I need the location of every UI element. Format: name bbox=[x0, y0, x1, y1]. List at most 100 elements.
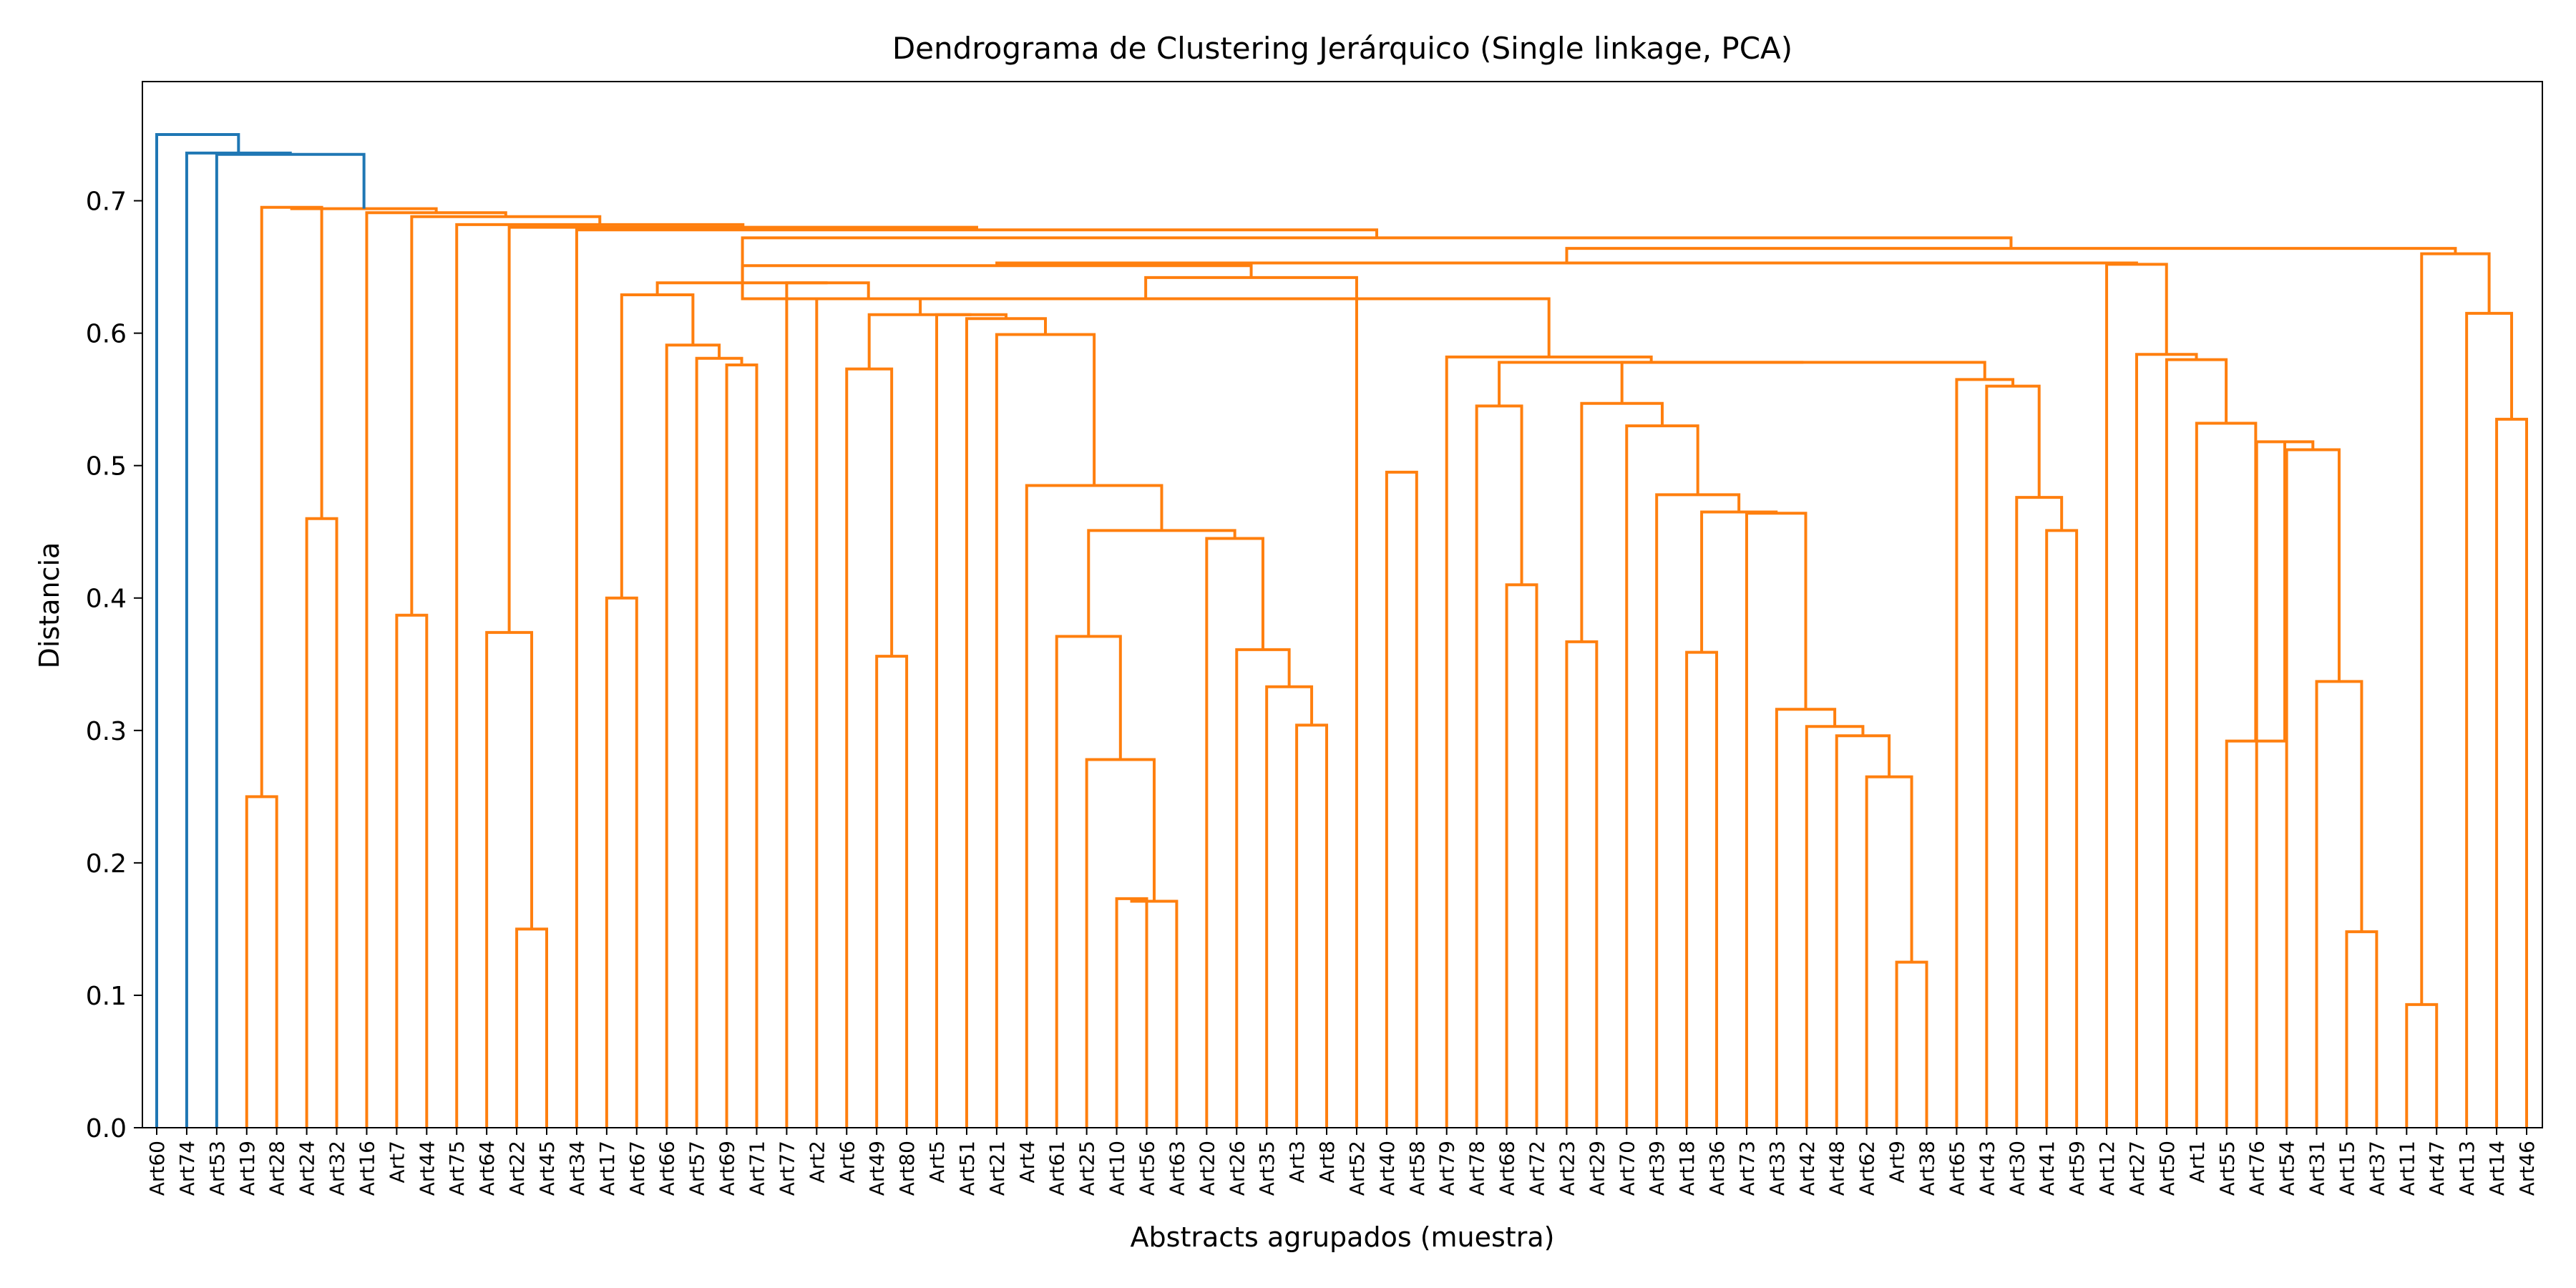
dendrogram-link-c16 bbox=[1085, 758, 1156, 1128]
dendrogram-link-c34 bbox=[1565, 640, 1599, 1128]
dendrogram-link-c11 bbox=[620, 293, 695, 598]
y-tick-label: 0.0 bbox=[86, 1114, 127, 1143]
leaf-label-art43: Art43 bbox=[1975, 1141, 1999, 1196]
dendrogram-link-c20 bbox=[1235, 648, 1291, 1128]
leaf-label-art46: Art46 bbox=[2515, 1141, 2539, 1196]
y-tick-label: 0.6 bbox=[86, 320, 127, 349]
leaf-label-art5: Art5 bbox=[925, 1141, 949, 1183]
dendrogram-link-c35 bbox=[1685, 650, 1719, 1128]
dendrogram-link-c31 bbox=[1385, 470, 1418, 1128]
dendrogram-link-c58 bbox=[2285, 448, 2341, 1128]
leaf-label-art73: Art73 bbox=[1735, 1141, 1759, 1196]
leaf-label-art67: Art67 bbox=[625, 1141, 649, 1196]
leaf-label-art52: Art52 bbox=[1345, 1141, 1369, 1196]
y-tick-label: 0.4 bbox=[86, 585, 127, 614]
leaf-label-art9: Art9 bbox=[1885, 1141, 1909, 1183]
leaf-label-art3: Art3 bbox=[1285, 1141, 1309, 1183]
leaf-label-art34: Art34 bbox=[565, 1141, 589, 1196]
dendrogram-link-c43 bbox=[1655, 493, 1741, 1128]
leaf-label-art7: Art7 bbox=[385, 1141, 409, 1183]
leaf-label-art74: Art74 bbox=[175, 1141, 199, 1196]
leaf-label-art18: Art18 bbox=[1675, 1141, 1699, 1196]
dendrogram-link-c68 bbox=[2465, 311, 2514, 1128]
leaf-label-art48: Art48 bbox=[1825, 1141, 1849, 1196]
leaf-label-art30: Art30 bbox=[2005, 1141, 2029, 1196]
dendrogram-link-c14 bbox=[1115, 897, 1148, 1128]
y-tick-label: 0.2 bbox=[86, 849, 127, 879]
dendrogram-link-c28 bbox=[815, 297, 922, 1128]
leaf-label-art64: Art64 bbox=[475, 1141, 499, 1196]
dendrogram-link-c79 bbox=[185, 151, 292, 1128]
dendrogram-link-c77 bbox=[290, 207, 438, 213]
leaf-label-art6: Art6 bbox=[835, 1141, 859, 1183]
dendrogram-link-c1 bbox=[245, 795, 278, 1128]
dendrogram-link-c5 bbox=[515, 927, 549, 1128]
leaf-label-art25: Art25 bbox=[1075, 1141, 1099, 1196]
leaf-label-art47: Art47 bbox=[2425, 1141, 2449, 1196]
dendrogram-link-c69 bbox=[2420, 252, 2491, 1005]
leaf-label-art70: Art70 bbox=[1615, 1141, 1639, 1196]
leaf-label-art20: Art20 bbox=[1195, 1141, 1219, 1196]
dendrogram-link-c52 bbox=[1445, 355, 1653, 1128]
leaf-label-art45: Art45 bbox=[535, 1141, 559, 1196]
dendrogram-link-c8 bbox=[725, 364, 758, 1128]
leaf-label-art79: Art79 bbox=[1435, 1141, 1459, 1196]
leaf-label-art42: Art42 bbox=[1795, 1141, 1819, 1196]
dendrogram-link-c62 bbox=[2165, 358, 2228, 1128]
leaf-label-art29: Art29 bbox=[1585, 1141, 1609, 1196]
leaf-label-art17: Art17 bbox=[595, 1141, 619, 1196]
leaf-label-art38: Art38 bbox=[1916, 1141, 1939, 1196]
leaf-label-art78: Art78 bbox=[1465, 1141, 1489, 1196]
dendrogram-link-c4 bbox=[395, 613, 429, 1128]
dendrogram-link-c48 bbox=[1985, 384, 2041, 1128]
dendrogram-link-c27 bbox=[867, 313, 972, 369]
leaf-label-art37: Art37 bbox=[2365, 1141, 2389, 1196]
leaf-label-art19: Art19 bbox=[235, 1141, 259, 1196]
y-tick-label: 0.3 bbox=[86, 717, 127, 746]
leaf-label-art26: Art26 bbox=[1225, 1141, 1249, 1196]
leaf-label-art33: Art33 bbox=[1765, 1141, 1789, 1196]
dendrogram-link-c75 bbox=[410, 215, 602, 615]
dendrogram-link-c66 bbox=[2405, 1002, 2439, 1128]
dendrogram-link-c30 bbox=[655, 281, 828, 295]
dendrogram-link-c76 bbox=[365, 211, 507, 1128]
dendrogram-link-c56 bbox=[2345, 930, 2379, 1128]
dendrogram-link-c49 bbox=[1955, 378, 2015, 1128]
dendrogram-link-c53 bbox=[741, 283, 1551, 357]
dendrogram-link-c57 bbox=[2315, 680, 2363, 1128]
leaf-label-art35: Art35 bbox=[1255, 1141, 1279, 1196]
leaf-label-art14: Art14 bbox=[2485, 1141, 2509, 1196]
dendrogram-link-c17 bbox=[1055, 635, 1122, 1128]
dendrogram-link-c23 bbox=[1025, 484, 1163, 1128]
leaf-label-art10: Art10 bbox=[1106, 1141, 1129, 1196]
dendrogram-link-c32 bbox=[1505, 583, 1538, 1128]
dendrogram-link-c21 bbox=[1205, 537, 1264, 1128]
leaf-label-art60: Art60 bbox=[145, 1141, 169, 1196]
leaf-label-art69: Art69 bbox=[716, 1141, 739, 1196]
x-axis-title: Abstracts agrupados (muestra) bbox=[1131, 1221, 1555, 1253]
dendrogram-link-c70 bbox=[1565, 247, 2457, 263]
dendrogram-link-c22 bbox=[1087, 529, 1236, 637]
leaf-label-art23: Art23 bbox=[1555, 1141, 1579, 1196]
leaf-label-art68: Art68 bbox=[1496, 1141, 1519, 1196]
dendrogram-link-c19 bbox=[1265, 685, 1314, 1128]
leaf-label-art75: Art75 bbox=[445, 1141, 469, 1196]
dendrogram-link-c6 bbox=[485, 630, 534, 1128]
leaf-label-art80: Art80 bbox=[895, 1141, 919, 1196]
leaf-label-art28: Art28 bbox=[265, 1141, 289, 1196]
dendrogram-link-c74 bbox=[455, 223, 745, 1128]
dendrogram-link-c55 bbox=[741, 264, 1253, 283]
leaf-label-art15: Art15 bbox=[2335, 1141, 2358, 1196]
dendrogram-link-c47 bbox=[2015, 496, 2064, 1128]
x-axis-leaf-labels: Art60 Art74 Art53 Art19 Art28 Art24 Art32 Art16… bbox=[145, 1128, 2539, 1196]
leaf-label-art11: Art11 bbox=[2395, 1141, 2419, 1196]
leaf-label-art57: Art57 bbox=[686, 1141, 709, 1196]
dendrogram-link-c3 bbox=[260, 205, 323, 797]
leaf-label-art61: Art61 bbox=[1045, 1141, 1069, 1196]
chart-title: Dendrograma de Clustering Jerárquico (Si… bbox=[892, 31, 1792, 66]
dendrogram-link-c78 bbox=[215, 152, 366, 1128]
dendrogram-link-c51 bbox=[1498, 361, 1804, 406]
dendrogram-link-c71 bbox=[741, 236, 2013, 283]
dendrogram-link-c2 bbox=[305, 517, 338, 1128]
